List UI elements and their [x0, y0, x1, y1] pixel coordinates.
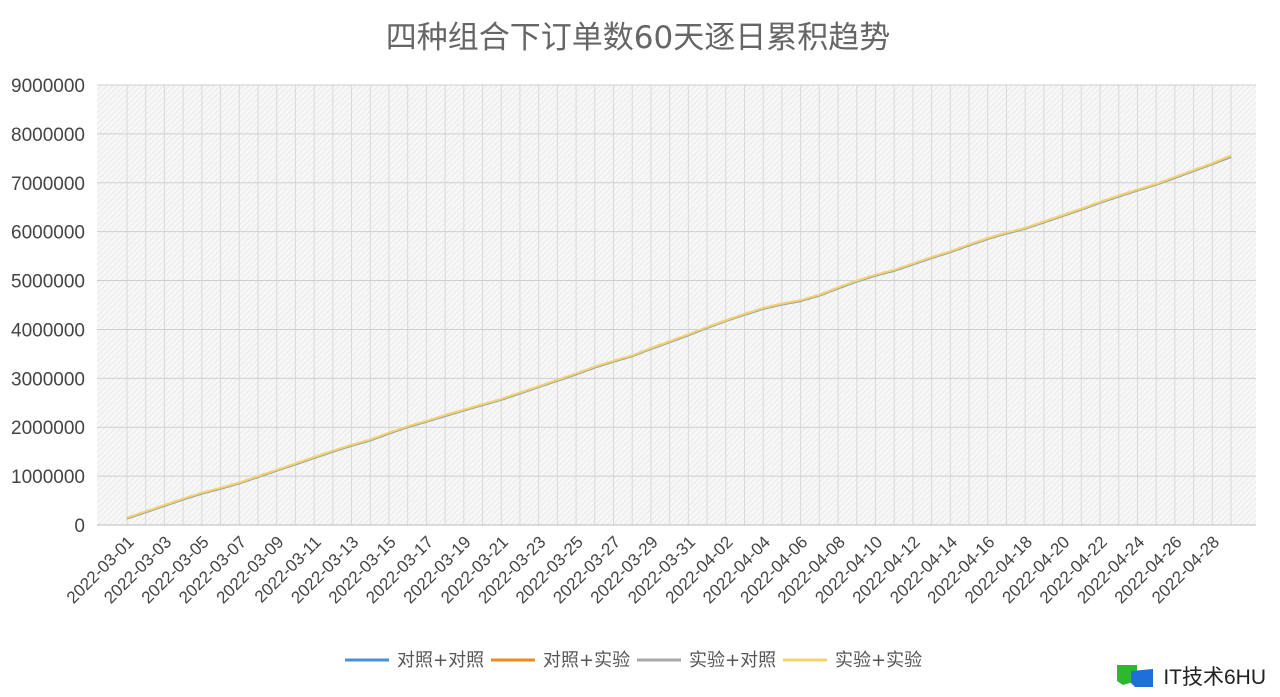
watermark-text: IT技术6HU [1163, 666, 1266, 689]
watermark: IT技术6HU [1115, 661, 1266, 691]
legend-label: 对照+对照 [397, 650, 484, 671]
green-blue-flag-logo-icon [1117, 665, 1154, 687]
y-axis: 0 1000000 2000000 3000000 4000000 5000000 6000… [11, 76, 1256, 537]
y-tick-label: 2000000 [11, 418, 85, 439]
y-tick-label: 4000000 [11, 320, 85, 341]
y-tick-label: 7000000 [11, 174, 85, 195]
legend-label: 实验+对照 [689, 650, 776, 671]
series-lines [126, 154, 1232, 520]
legend-label: 实验+实验 [835, 650, 922, 671]
vertical-gridlines [126, 85, 1232, 525]
legend: 对照+对照 对照+实验 实验+对照 实验+实验 [345, 650, 922, 671]
y-tick-label: 3000000 [11, 369, 85, 390]
chart-title: 四种组合下订单数60天逐日累积趋势 [386, 20, 890, 56]
y-tick-label: 9000000 [11, 76, 85, 97]
y-tick-label: 8000000 [11, 125, 85, 146]
y-tick-label: 1000000 [11, 467, 85, 488]
x-axis: 2022-03-012022-03-032022-03-052022-03-07… [63, 532, 1223, 607]
y-tick-label: 0 [74, 516, 85, 537]
legend-label: 对照+实验 [543, 650, 630, 671]
series-line [126, 154, 1232, 519]
y-tick-label: 5000000 [11, 272, 85, 293]
y-tick-label: 6000000 [11, 223, 85, 244]
plot-area [97, 85, 1256, 525]
plot-background [97, 85, 1256, 525]
